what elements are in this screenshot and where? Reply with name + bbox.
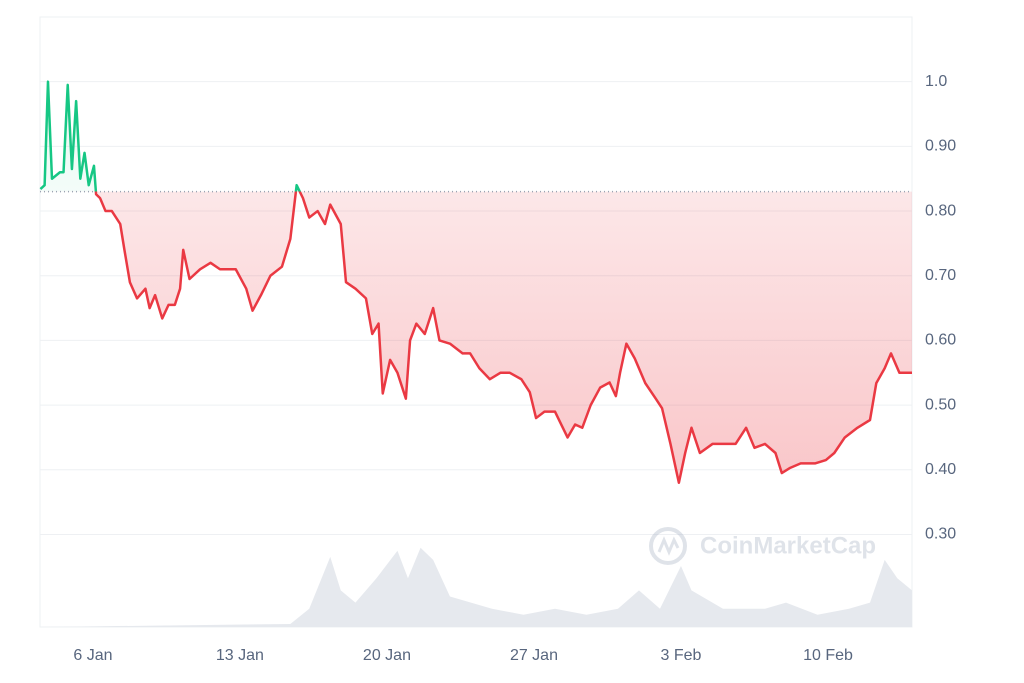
price-area (40, 81, 912, 483)
y-tick-label: 0.90 (925, 138, 956, 155)
x-tick-label: 20 Jan (363, 647, 411, 664)
watermark-text: CoinMarketCap (700, 532, 876, 559)
y-tick-label: 1.0 (925, 73, 947, 90)
watermark: CoinMarketCap (649, 527, 876, 565)
y-tick-label: 0.50 (925, 396, 956, 413)
x-tick-label: 27 Jan (510, 647, 558, 664)
y-tick-label: 0.70 (925, 267, 956, 284)
y-tick-label: 0.60 (925, 332, 956, 349)
volume-area (40, 547, 912, 627)
price-line (39, 80, 912, 484)
y-tick-label: 0.40 (925, 461, 956, 478)
x-tick-label: 13 Jan (216, 647, 264, 664)
x-tick-label: 6 Jan (73, 647, 112, 664)
y-tick-label: 0.30 (925, 526, 956, 543)
x-tick-label: 10 Feb (803, 647, 853, 664)
y-tick-label: 0.80 (925, 202, 956, 219)
x-tick-label: 3 Feb (661, 647, 702, 664)
